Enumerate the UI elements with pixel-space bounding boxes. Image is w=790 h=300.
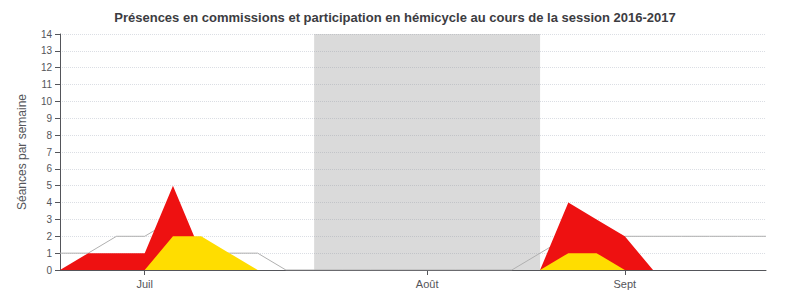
svg-text:14: 14 bbox=[41, 29, 53, 40]
svg-text:8: 8 bbox=[46, 130, 52, 141]
svg-text:9: 9 bbox=[46, 113, 52, 124]
svg-text:4: 4 bbox=[46, 197, 52, 208]
svg-text:7: 7 bbox=[46, 147, 52, 158]
svg-text:1: 1 bbox=[46, 248, 52, 259]
svg-text:Août: Août bbox=[416, 278, 439, 290]
svg-text:0: 0 bbox=[46, 265, 52, 276]
svg-text:13: 13 bbox=[41, 45, 53, 56]
svg-text:Séances par semaine: Séances par semaine bbox=[15, 94, 29, 210]
svg-text:11: 11 bbox=[42, 79, 53, 90]
svg-text:5: 5 bbox=[46, 180, 52, 191]
svg-text:10: 10 bbox=[41, 96, 53, 107]
svg-text:6: 6 bbox=[46, 163, 52, 174]
svg-text:12: 12 bbox=[41, 62, 53, 73]
svg-text:Sept: Sept bbox=[613, 278, 636, 290]
svg-text:2: 2 bbox=[46, 231, 52, 242]
svg-text:Présences en commissions et pa: Présences en commissions et participatio… bbox=[114, 10, 675, 25]
svg-text:Juil: Juil bbox=[136, 278, 153, 290]
svg-text:3: 3 bbox=[46, 214, 52, 225]
